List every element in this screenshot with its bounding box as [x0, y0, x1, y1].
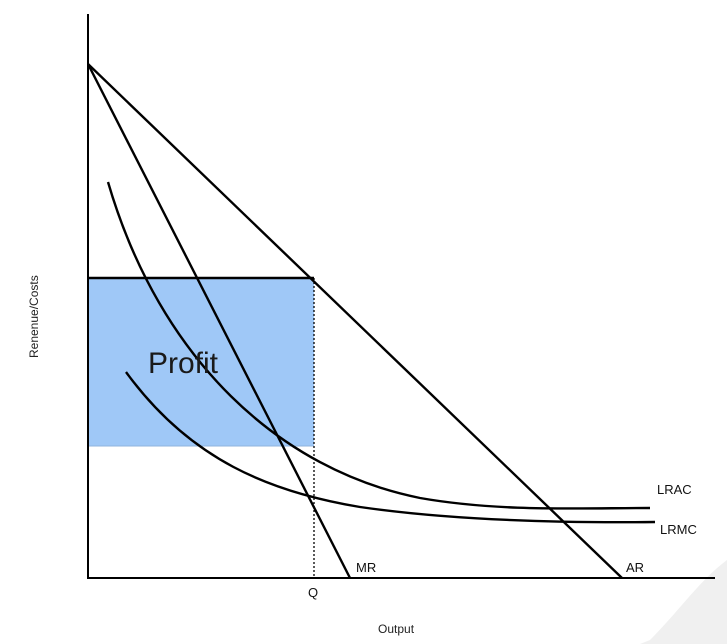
- lrmc-label: LRMC: [660, 522, 697, 537]
- q-label: Q: [308, 585, 318, 600]
- lrac-curve: [106, 181, 651, 510]
- ar-curve: [87, 63, 623, 579]
- lrmc-curve: [125, 371, 656, 524]
- ar-label: AR: [626, 560, 644, 575]
- lrac-label: LRAC: [657, 482, 692, 497]
- y-axis-title: Renenue/Costs: [27, 275, 41, 358]
- mr-label: MR: [356, 560, 376, 575]
- profit-label: Profit: [148, 347, 219, 380]
- watermark-mark: [640, 560, 727, 644]
- mr-curve: [86, 63, 352, 579]
- x-axis-title: Output: [378, 622, 415, 636]
